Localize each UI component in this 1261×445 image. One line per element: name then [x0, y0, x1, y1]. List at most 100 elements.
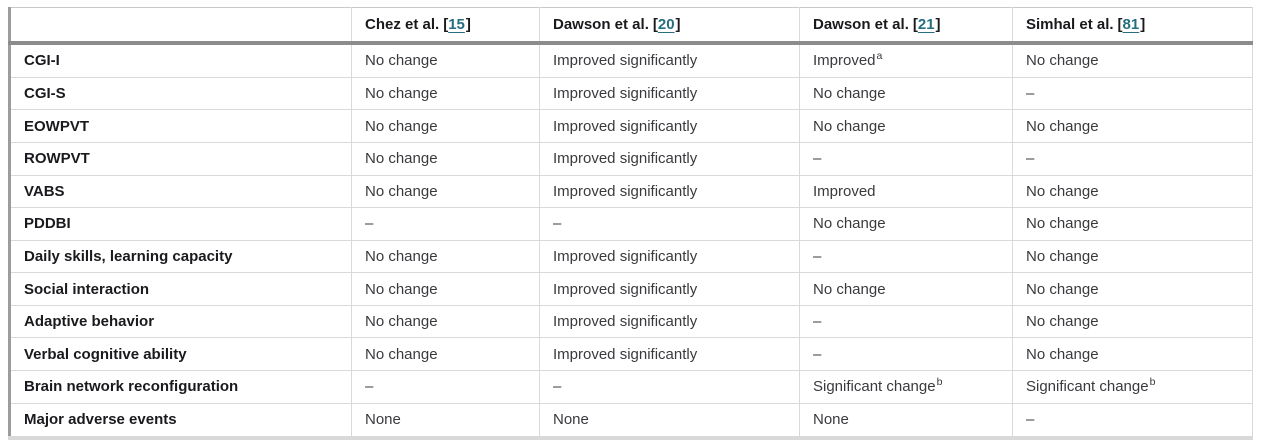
cell-text: No change — [1026, 313, 1099, 331]
table-cell: No change — [351, 272, 540, 306]
row-label: CGI-S — [9, 76, 352, 110]
table-cell: No change — [351, 239, 540, 273]
cell-text: No change — [1026, 182, 1099, 200]
cell-text: No change — [813, 117, 886, 135]
cell-text: None — [813, 411, 849, 429]
cell-text: Improved significantly — [553, 247, 698, 265]
cell-text: No change — [813, 280, 886, 298]
table-cell: Improved significantly — [539, 109, 800, 143]
row-label: PDDBI — [9, 207, 352, 241]
table-cell: – — [799, 141, 1013, 176]
table-cell: Improved significantly — [539, 239, 800, 273]
table-cell: Improved significantly — [539, 141, 800, 176]
table-cell: No change — [351, 109, 540, 143]
cell-text: No change — [1026, 52, 1099, 70]
cell-text: – — [1026, 85, 1035, 103]
cell-text: Improved significantly — [553, 52, 698, 70]
cell-text: – — [553, 215, 562, 233]
study-author-label: Simhal et al. — [1026, 15, 1114, 33]
citation-link-81[interactable]: 81 — [1122, 15, 1140, 33]
citation-link-20[interactable]: 20 — [657, 15, 675, 33]
table-row: EOWPVT No change Improved significantly No … — [9, 109, 1253, 143]
cell-text: – — [365, 215, 374, 233]
cell-text: – — [1026, 150, 1035, 168]
cell-text: No change — [365, 52, 438, 70]
table-cell: No change — [1012, 42, 1253, 78]
cell-text: No change — [813, 85, 886, 103]
footnote-marker: a — [876, 50, 883, 63]
row-label: Verbal cognitive ability — [9, 337, 352, 371]
table-row: Brain network reconfiguration – – Significa… — [9, 370, 1253, 404]
citation-bracket-open: [ — [652, 15, 658, 33]
row-label: EOWPVT — [9, 109, 352, 143]
cell-text: – — [813, 247, 822, 265]
table-cell: – — [799, 304, 1013, 338]
table-cell: Improved — [799, 174, 1013, 208]
study-column-header: Simhal et al. [81] — [1012, 7, 1253, 45]
cell-text: Improved significantly — [553, 313, 698, 331]
table-row: Adaptive behavior No change Improved signi… — [9, 304, 1253, 338]
table-cell: No change — [351, 42, 540, 78]
table-cell: Significant changeb — [799, 370, 1013, 404]
row-label: Daily skills, learning capacity — [9, 239, 352, 273]
cell-text: No change — [365, 280, 438, 298]
table-header: Chez et al. [15] Dawson et al. [20] Dawson e… — [9, 7, 1253, 45]
table-cell: No change — [799, 272, 1013, 306]
cell-text: Improved significantly — [553, 117, 698, 135]
table-cell: Improveda — [799, 42, 1013, 78]
table-row: PDDBI – – No change No change — [9, 207, 1253, 241]
table-row: CGI-S No change Improved significantly No c… — [9, 76, 1253, 110]
cell-text: Improved significantly — [553, 150, 698, 168]
study-author-label: Dawson et al. — [553, 15, 649, 33]
table-cell: No change — [799, 109, 1013, 143]
study-column-header: Dawson et al. [20] — [539, 7, 800, 45]
cell-text: No change — [1026, 117, 1099, 135]
table-cell: Improved significantly — [539, 304, 800, 338]
cell-text: – — [1026, 411, 1035, 429]
cell-text: – — [365, 378, 374, 396]
citation-link-21[interactable]: 21 — [917, 15, 935, 33]
cell-text: Improved — [813, 182, 876, 200]
cell-text: – — [813, 313, 822, 331]
table-row: Daily skills, learning capacity No change… — [9, 239, 1253, 273]
table-row: Social interaction No change Improved sign… — [9, 272, 1253, 306]
table-cell: – — [799, 337, 1013, 371]
measure-column-header — [9, 7, 352, 45]
citation-bracket-open: [ — [1117, 15, 1123, 33]
cell-text: No change — [365, 182, 438, 200]
cell-text: No change — [365, 85, 438, 103]
cell-text: No change — [813, 215, 886, 233]
cell-text: Improved significantly — [553, 345, 698, 363]
study-column-header: Chez et al. [15] — [351, 7, 540, 45]
citation-bracket-close: ] — [465, 15, 471, 33]
table-cell: No change — [1012, 109, 1253, 143]
cell-text: Improved significantly — [553, 85, 698, 103]
cell-text: Improved significantly — [553, 280, 698, 298]
table-cell: Significant changeb — [1012, 370, 1253, 404]
table-cell: No change — [351, 337, 540, 371]
citation-bracket-open: [ — [443, 15, 449, 33]
table-cell: No change — [1012, 174, 1253, 208]
cell-text: Significant change — [1026, 378, 1149, 396]
cell-text: No change — [365, 313, 438, 331]
study-author-label: Dawson et al. — [813, 15, 909, 33]
cell-text: No change — [365, 247, 438, 265]
table-row: ROWPVT No change Improved significantly – – — [9, 141, 1253, 176]
cell-text: No change — [1026, 247, 1099, 265]
cell-text: No change — [365, 345, 438, 363]
table-cell: Improved significantly — [539, 76, 800, 110]
cell-text: No change — [365, 150, 438, 168]
cell-text: Significant change — [813, 378, 936, 396]
table-row: Verbal cognitive ability No change Improve… — [9, 337, 1253, 371]
header-row: Chez et al. [15] Dawson et al. [20] Dawson e… — [9, 7, 1253, 45]
citation-link-15[interactable]: 15 — [448, 15, 465, 33]
table-cell: – — [1012, 402, 1253, 438]
table-cell: No change — [351, 304, 540, 338]
cell-text: No change — [1026, 215, 1099, 233]
footnote-marker: b — [1149, 376, 1156, 389]
table-row: VABS No change Improved significantly Impro… — [9, 174, 1253, 208]
table-cell: No change — [1012, 239, 1253, 273]
cell-text: Improved significantly — [553, 182, 698, 200]
row-label: Social interaction — [9, 272, 352, 306]
citation-bracket-close: ] — [675, 15, 681, 33]
